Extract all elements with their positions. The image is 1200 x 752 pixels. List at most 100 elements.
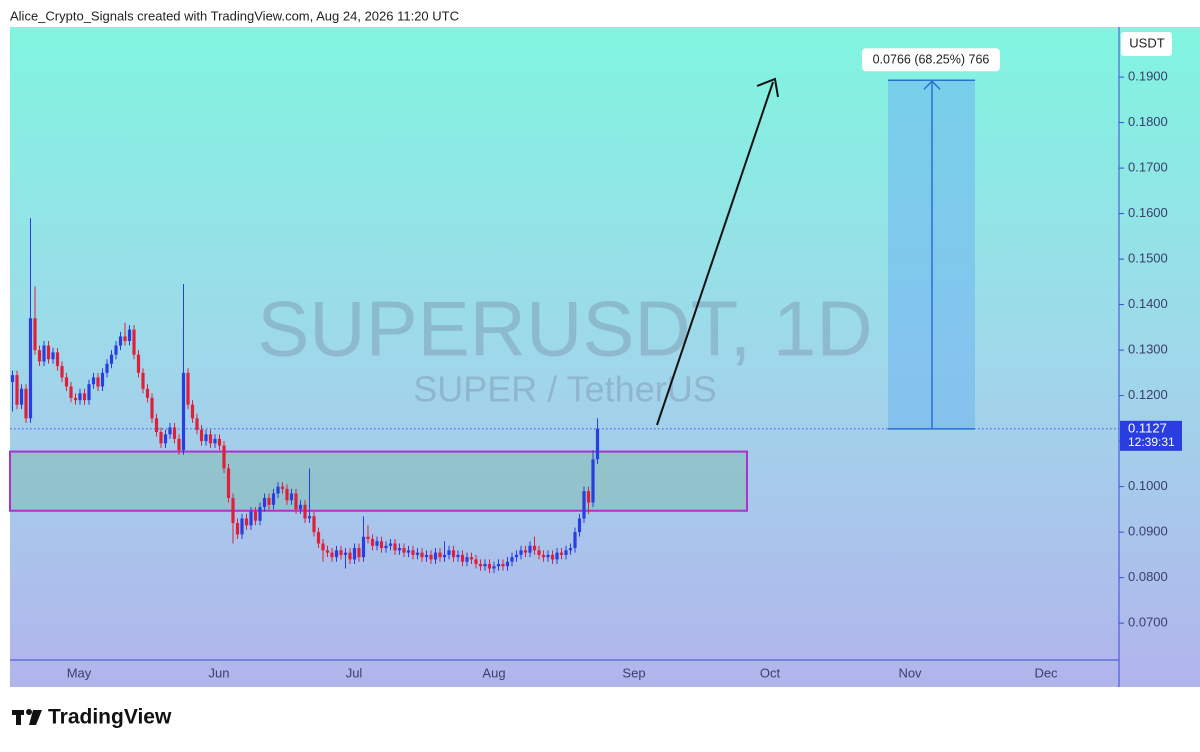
candle-body bbox=[172, 427, 177, 439]
y-tick-label: 0.1700 bbox=[1128, 160, 1168, 175]
candle-body bbox=[366, 536, 370, 539]
candle-body bbox=[87, 384, 91, 401]
candle-body bbox=[132, 329, 136, 355]
countdown: 12:39:31 bbox=[1128, 435, 1175, 449]
y-tick-label: 0.1200 bbox=[1128, 387, 1168, 402]
candle-body bbox=[496, 563, 501, 567]
header: Alice_Crypto_Signals created with Tradin… bbox=[10, 8, 459, 23]
logo-mark bbox=[26, 709, 32, 715]
candle-body bbox=[397, 548, 402, 551]
candle-body bbox=[105, 363, 109, 373]
candle-body bbox=[51, 352, 55, 360]
plot-background bbox=[10, 27, 1200, 687]
candle-body bbox=[123, 336, 127, 341]
candle-body bbox=[69, 386, 73, 398]
candle-body bbox=[100, 372, 105, 387]
logo-mark bbox=[16, 710, 21, 725]
y-tick-label: 0.0900 bbox=[1128, 524, 1168, 539]
candle-body bbox=[262, 497, 267, 508]
candle-body bbox=[487, 563, 492, 569]
candle-body bbox=[199, 429, 204, 442]
candle-body bbox=[55, 352, 60, 367]
candle-body bbox=[312, 516, 316, 533]
candle-body bbox=[231, 497, 235, 524]
y-tick-label: 0.1900 bbox=[1128, 68, 1168, 83]
candle-body bbox=[307, 516, 312, 519]
y-tick-label: 0.1400 bbox=[1128, 296, 1168, 311]
candle-body bbox=[240, 518, 244, 535]
candle-body bbox=[424, 554, 429, 558]
candle-body bbox=[393, 543, 397, 551]
candle-body bbox=[519, 550, 523, 555]
candle-body bbox=[271, 493, 276, 505]
y-tick-label: 0.1500 bbox=[1128, 251, 1168, 266]
candle-body bbox=[433, 552, 438, 560]
candle-body bbox=[24, 388, 28, 419]
support-zone bbox=[9, 450, 748, 512]
candle-body bbox=[267, 497, 271, 505]
candle-body bbox=[42, 345, 46, 362]
candle-body bbox=[127, 329, 132, 341]
candle-body bbox=[28, 318, 33, 419]
candle-body bbox=[109, 354, 114, 364]
trend-arrow bbox=[656, 81, 774, 426]
candle-body bbox=[483, 563, 487, 567]
candle-body bbox=[339, 550, 343, 555]
candle-body bbox=[402, 548, 406, 553]
candle-body bbox=[37, 350, 42, 362]
current-price-box bbox=[1120, 420, 1182, 451]
candle-body bbox=[217, 438, 222, 446]
candle-body bbox=[294, 493, 298, 510]
candle-body bbox=[348, 552, 352, 560]
candle-body bbox=[280, 486, 285, 489]
candle-body bbox=[91, 377, 96, 385]
watermark-subtitle: SUPER / TetherUS bbox=[413, 369, 716, 410]
candle-body bbox=[501, 563, 505, 567]
candle-body bbox=[465, 557, 469, 562]
plot bbox=[9, 79, 1119, 574]
candle-body bbox=[456, 554, 460, 558]
candle-body bbox=[325, 550, 330, 553]
x-tick-label: Nov bbox=[898, 665, 922, 680]
candle-body bbox=[595, 428, 600, 460]
candle-body bbox=[582, 491, 586, 519]
candle-body bbox=[546, 554, 550, 558]
candle-body bbox=[19, 388, 24, 405]
candle-body bbox=[420, 552, 424, 558]
candle-body bbox=[438, 552, 442, 558]
candle-body bbox=[33, 318, 37, 351]
candle-body bbox=[64, 377, 69, 387]
projection-label: 0.0766 (68.25%) 766 bbox=[873, 53, 990, 67]
candle-body bbox=[361, 536, 366, 558]
candle-body bbox=[235, 523, 240, 535]
candle-body bbox=[177, 438, 181, 451]
candle-body bbox=[82, 393, 87, 401]
candle-body bbox=[406, 550, 411, 553]
current-price-label: 0.1127 bbox=[1128, 420, 1167, 435]
candle-body bbox=[222, 445, 226, 469]
candle-body bbox=[460, 554, 465, 562]
candle-body bbox=[577, 518, 582, 533]
candle-body bbox=[298, 504, 303, 510]
x-tick-label: Jul bbox=[346, 665, 363, 680]
brand: TradingView bbox=[48, 706, 172, 729]
y-tick-label: 0.1600 bbox=[1128, 205, 1168, 220]
candle-body bbox=[429, 554, 433, 560]
candle-body bbox=[550, 554, 555, 560]
candle-body bbox=[213, 438, 217, 444]
candle-body bbox=[145, 388, 150, 398]
candle-body bbox=[469, 557, 474, 560]
candle-body bbox=[568, 548, 573, 551]
candle-body bbox=[78, 393, 82, 401]
y-tick-label: 0.1300 bbox=[1128, 342, 1168, 357]
candle-body bbox=[411, 550, 415, 555]
candle-body bbox=[316, 532, 321, 544]
candle-body bbox=[244, 518, 249, 526]
candle-body bbox=[478, 563, 483, 567]
candle-body bbox=[249, 511, 253, 526]
candle-body bbox=[379, 541, 384, 549]
logo-mark bbox=[29, 710, 42, 725]
candle-body bbox=[591, 459, 595, 503]
y-tick-label: 0.1000 bbox=[1128, 478, 1168, 493]
